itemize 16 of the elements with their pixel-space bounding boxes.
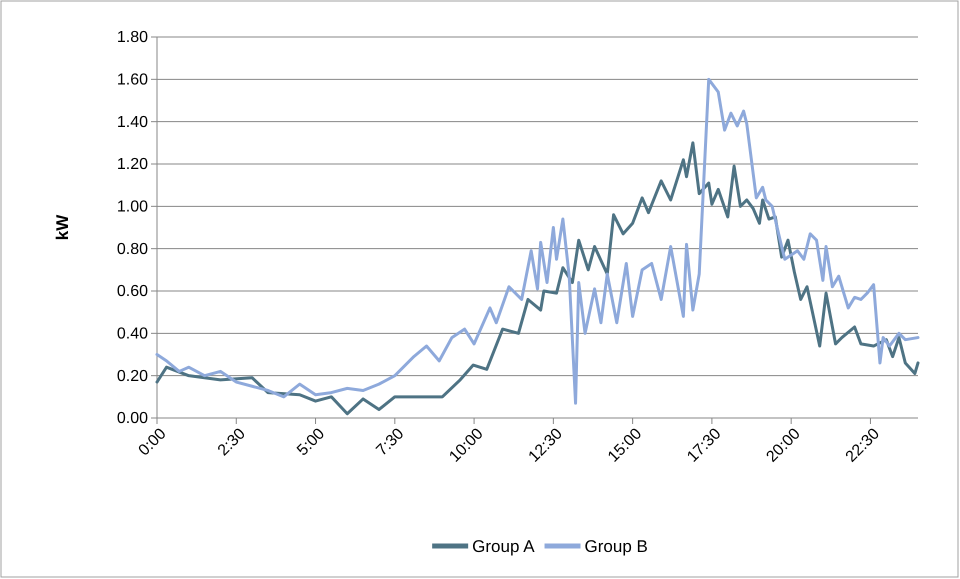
legend-label: Group A [472, 537, 536, 556]
x-tick-label: 5:00 [294, 425, 328, 460]
x-tick-label: 7:30 [373, 425, 408, 460]
y-tick-label: 1.00 [116, 198, 148, 216]
x-tick-label: 0:00 [136, 425, 170, 460]
y-tick-label: 1.40 [116, 114, 148, 131]
y-tick-label: 1.60 [116, 71, 148, 88]
legend-label: Group B [584, 537, 648, 556]
y-tick-label: 0.20 [116, 368, 148, 385]
y-axis-title: kW [53, 214, 72, 240]
y-tick-label: 1.80 [116, 29, 148, 46]
y-tick-label: 0.60 [116, 283, 148, 300]
y-tick-label: 0.40 [116, 325, 148, 342]
y-tick-label: 0.00 [116, 410, 148, 428]
y-tick-label: 0.80 [116, 240, 148, 258]
y-tick-label: 1.20 [116, 156, 148, 174]
